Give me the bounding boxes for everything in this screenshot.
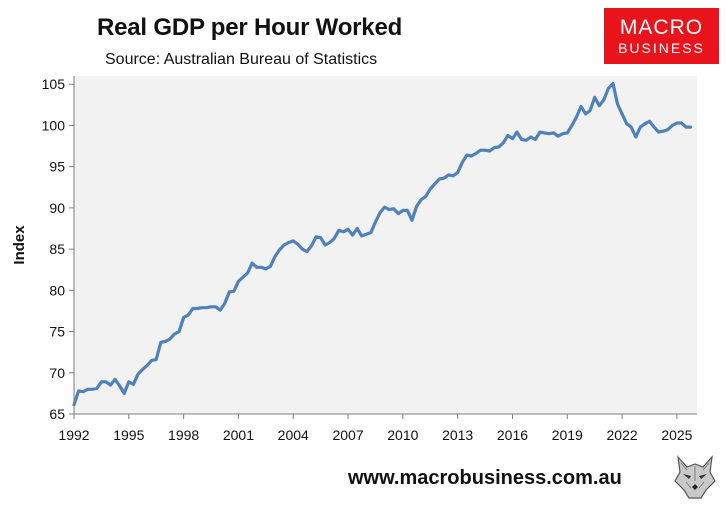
x-tick-label: 2010	[387, 427, 418, 443]
logo-line-1: MACRO	[619, 16, 704, 39]
y-tick-label: 80	[49, 282, 65, 298]
x-tick-label: 2019	[552, 427, 583, 443]
chart-subtitle: Source: Australian Bureau of Statistics	[105, 51, 378, 68]
y-tick-label: 85	[49, 241, 65, 257]
series-line-0	[72, 81, 693, 407]
x-tick-label: 1998	[168, 427, 199, 443]
y-axis-label: Index	[11, 225, 28, 265]
x-tick-label: 1995	[113, 427, 144, 443]
plot-area	[74, 76, 697, 414]
x-tick-label: 1992	[58, 427, 89, 443]
y-tick-label: 105	[42, 76, 66, 92]
x-tick-label: 2007	[332, 427, 363, 443]
y-tick-label: 75	[49, 324, 65, 340]
logo-line-2: BUSINESS	[618, 40, 705, 56]
y-tick-label: 90	[49, 200, 65, 216]
y-tick-label: 100	[42, 117, 66, 133]
chart-title: Real GDP per Hour Worked	[97, 14, 403, 41]
macrobusiness-logo: MACRO BUSINESS	[604, 8, 719, 64]
y-tick-label: 70	[49, 365, 65, 381]
x-tick-label: 2001	[223, 427, 254, 443]
website-url: www.macrobusiness.com.au	[348, 467, 622, 489]
x-tick-label: 2016	[497, 427, 528, 443]
x-tick-label: 2022	[607, 427, 638, 443]
x-tick-label: 2013	[442, 427, 473, 443]
wolf-icon	[672, 454, 718, 500]
x-tick-label: 2004	[278, 427, 309, 443]
y-tick-label: 65	[49, 406, 65, 422]
x-tick-label: 2025	[661, 427, 692, 443]
y-tick-label: 95	[49, 159, 65, 175]
